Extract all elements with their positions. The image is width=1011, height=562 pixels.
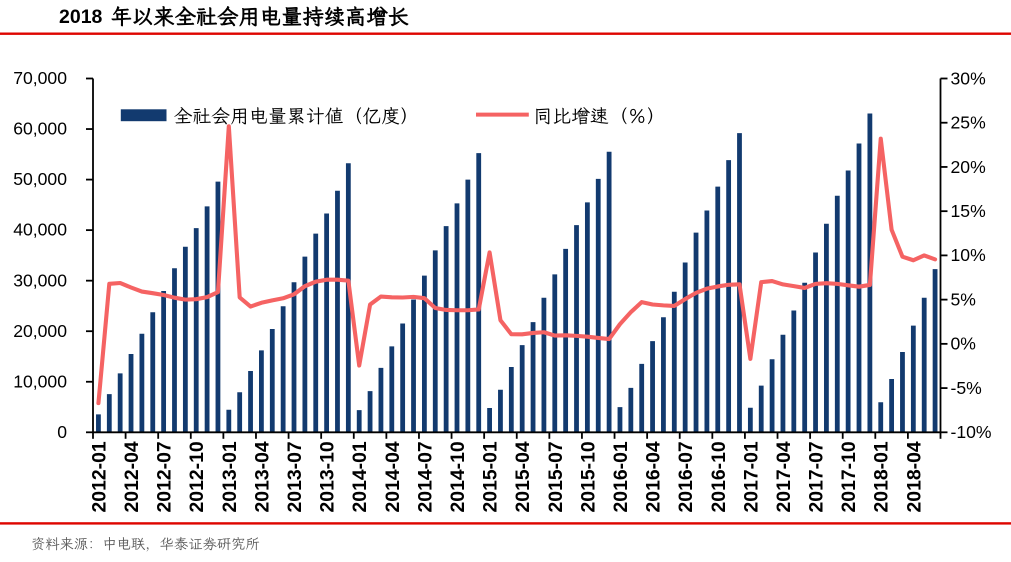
svg-text:2017-07: 2017-07: [806, 441, 828, 512]
svg-text:2017-04: 2017-04: [773, 441, 795, 512]
svg-text:60,000: 60,000: [13, 119, 67, 139]
svg-text:30%: 30%: [951, 68, 987, 88]
svg-text:2018: 2018: [59, 6, 103, 28]
svg-text:2016-04: 2016-04: [643, 441, 665, 512]
svg-text:5%: 5%: [951, 289, 977, 309]
svg-text:20%: 20%: [951, 157, 987, 177]
svg-text:2017-10: 2017-10: [838, 441, 860, 512]
svg-text:25%: 25%: [951, 113, 987, 133]
svg-text:2014-01: 2014-01: [349, 441, 371, 512]
svg-text:2014-10: 2014-10: [447, 441, 469, 512]
svg-text:30,000: 30,000: [13, 270, 67, 290]
svg-text:2012-10: 2012-10: [186, 441, 208, 512]
svg-text:2012-07: 2012-07: [154, 441, 176, 512]
svg-text:2014-07: 2014-07: [414, 441, 436, 512]
svg-text:50,000: 50,000: [13, 169, 67, 189]
svg-text:2013-07: 2013-07: [284, 441, 306, 512]
svg-text:2013-10: 2013-10: [317, 441, 339, 512]
svg-text:20,000: 20,000: [13, 321, 67, 341]
svg-text:2012-01: 2012-01: [88, 441, 110, 512]
svg-text:2013-04: 2013-04: [251, 441, 273, 512]
svg-text:2016-01: 2016-01: [610, 441, 632, 512]
svg-text:10,000: 10,000: [13, 371, 67, 391]
svg-text:2018-01: 2018-01: [871, 441, 893, 512]
svg-text:2016-10: 2016-10: [708, 441, 730, 512]
svg-text:-5%: -5%: [951, 378, 983, 398]
svg-text:2012-04: 2012-04: [121, 441, 143, 512]
svg-text:10%: 10%: [951, 245, 987, 265]
svg-text:40,000: 40,000: [13, 220, 67, 240]
svg-text:2013-01: 2013-01: [219, 441, 241, 512]
svg-text:2017-01: 2017-01: [740, 441, 762, 512]
svg-text:0%: 0%: [951, 334, 977, 354]
svg-text:70,000: 70,000: [13, 68, 67, 88]
svg-text:2015-01: 2015-01: [480, 441, 502, 512]
svg-text:15%: 15%: [951, 201, 987, 221]
svg-text:2015-07: 2015-07: [545, 441, 567, 512]
svg-text:2016-07: 2016-07: [675, 441, 697, 512]
svg-text:-10%: -10%: [951, 422, 992, 442]
svg-text:2014-04: 2014-04: [382, 441, 404, 512]
svg-text:2015-10: 2015-10: [577, 441, 599, 512]
svg-text:2015-04: 2015-04: [512, 441, 534, 512]
svg-text:0: 0: [57, 422, 67, 442]
svg-text:2018-04: 2018-04: [903, 441, 925, 512]
